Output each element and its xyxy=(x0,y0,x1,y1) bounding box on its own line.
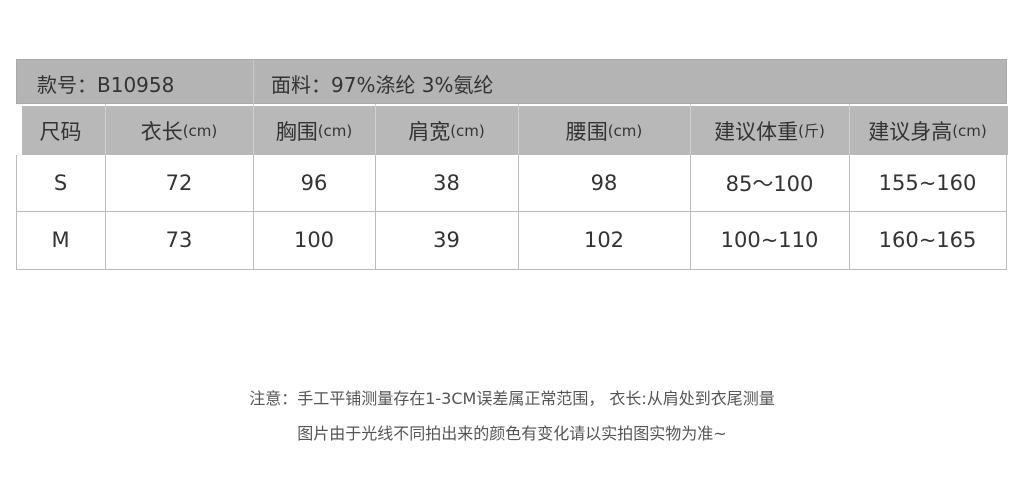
grid-line xyxy=(16,269,1007,270)
grid-line xyxy=(105,155,106,269)
grid-line xyxy=(105,104,106,155)
header-unit: (cm) xyxy=(182,121,218,140)
header-label: 胸围 xyxy=(275,119,318,144)
table-cell: 100 xyxy=(293,228,335,252)
table-cell: 96 xyxy=(300,171,328,195)
grid-line xyxy=(16,155,17,269)
table-cell: 98 xyxy=(590,171,618,195)
divider xyxy=(253,60,254,105)
table-cell: 155~160 xyxy=(878,171,977,195)
table-cell: 39 xyxy=(433,228,460,252)
header-unit: (cm) xyxy=(952,121,987,140)
grid-line xyxy=(253,155,254,269)
note-line-2: 图片由于光线不同拍出来的颜色有变化请以实拍图实物为准~ xyxy=(297,424,727,443)
grid-line xyxy=(375,155,376,269)
grid-line xyxy=(849,155,850,269)
grid-line xyxy=(690,155,691,269)
header-row xyxy=(22,106,1008,155)
table-cell: M xyxy=(51,228,70,252)
grid-line xyxy=(518,155,519,269)
header-label: 腰围 xyxy=(565,119,608,144)
header-label: 衣长 xyxy=(140,119,183,144)
header-label: 建议体重 xyxy=(714,119,799,144)
table-cell: 85～100 xyxy=(725,172,814,196)
info-bar: 款号：B10958 面料：97%涤纶 3%氨纶 xyxy=(16,59,1007,105)
grid-line xyxy=(1006,155,1007,269)
fabric: 面料：97%涤纶 3%氨纶 xyxy=(271,73,494,97)
grid-line xyxy=(16,211,1007,212)
style-number: 款号：B10958 xyxy=(37,73,175,97)
header-unit: (斤) xyxy=(798,122,825,140)
grid-line xyxy=(518,104,519,155)
table-cell: 102 xyxy=(583,228,625,252)
header-unit: (cm) xyxy=(450,121,485,140)
header-label: 肩宽 xyxy=(408,119,451,144)
column-header: 建议身高 (cm) xyxy=(849,106,1006,155)
table-cell: S xyxy=(53,171,68,195)
column-header: 肩宽 (cm) xyxy=(375,106,518,155)
column-header: 尺码 xyxy=(16,106,105,155)
column-header: 建议体重 (斤) xyxy=(690,106,849,155)
note-line-1: 注意：手工平铺测量存在1-3CM误差属正常范围， 衣长:从肩处到衣尾测量 xyxy=(249,389,775,408)
column-header: 衣长 (cm) xyxy=(105,106,253,155)
header-unit: (cm) xyxy=(317,121,353,140)
grid-line xyxy=(253,104,254,155)
table-cell: 38 xyxy=(433,171,460,195)
table-cell: 100~110 xyxy=(720,228,819,252)
header-label: 尺码 xyxy=(39,119,82,144)
header-label: 建议身高 xyxy=(868,119,953,144)
column-header: 胸围 (cm) xyxy=(253,106,375,155)
table-cell: 73 xyxy=(165,228,193,252)
header-unit: (cm) xyxy=(607,121,643,140)
table-cell: 72 xyxy=(165,171,193,195)
column-header: 腰围 (cm) xyxy=(518,106,690,155)
grid-line xyxy=(849,104,850,155)
grid-line xyxy=(375,104,376,155)
grid-line xyxy=(690,104,691,155)
table-cell: 160~165 xyxy=(878,228,977,252)
